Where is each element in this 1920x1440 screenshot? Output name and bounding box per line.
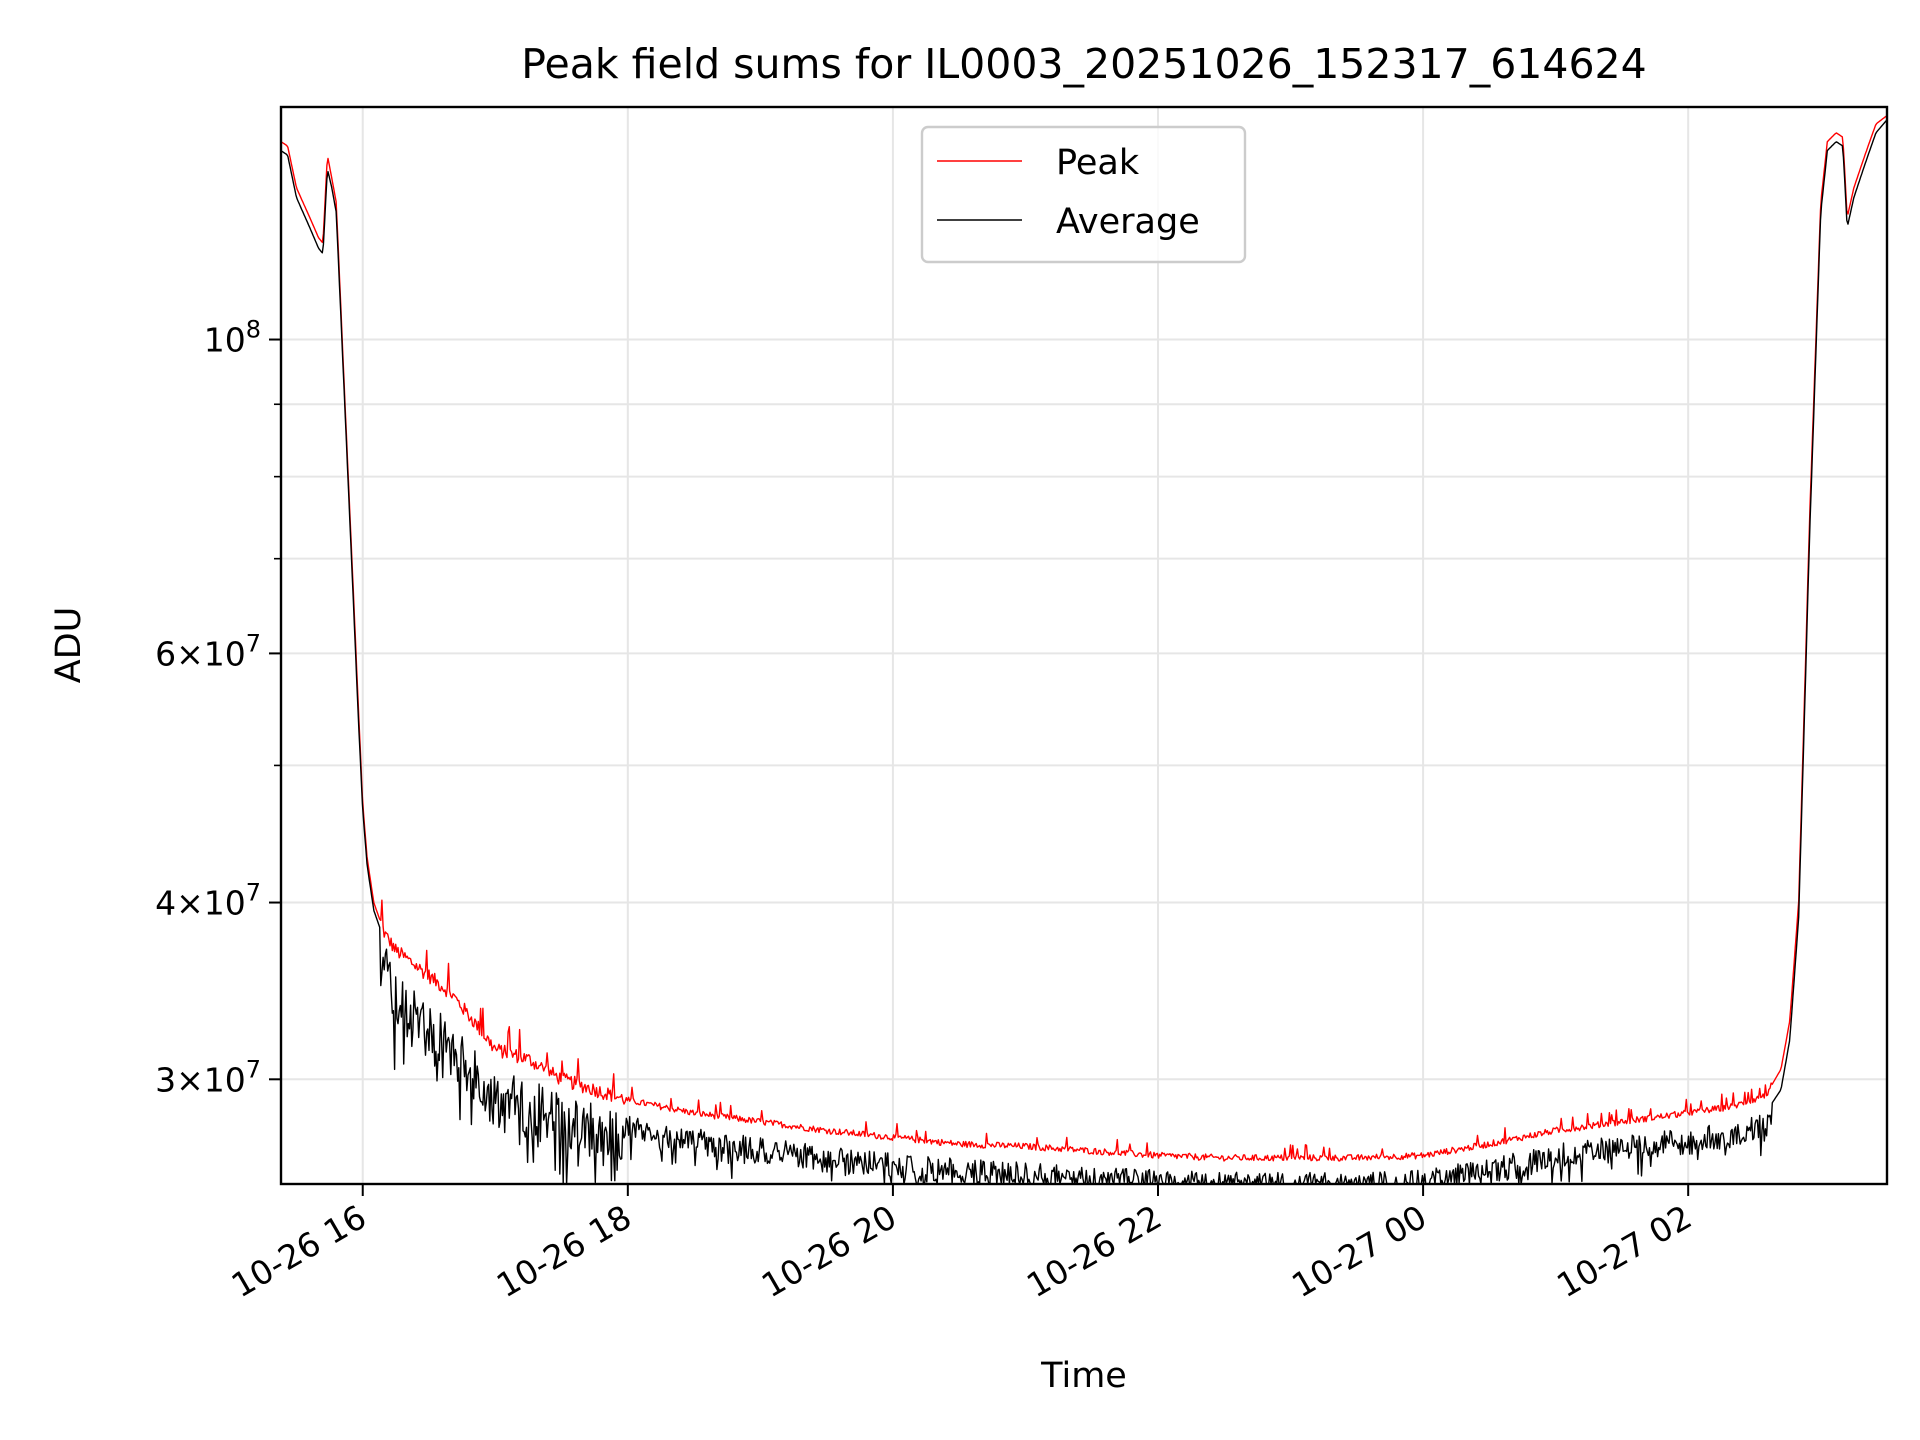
y-axis-label: ADU xyxy=(49,607,89,684)
y-tick-label: 4×107 xyxy=(155,879,261,923)
y-tick-label: 3×107 xyxy=(155,1055,261,1099)
x-axis-label: Time xyxy=(1040,1356,1127,1396)
legend-average-label: Average xyxy=(1056,202,1200,242)
y-tick-label: 6×107 xyxy=(155,629,261,673)
legend-peak-label: Peak xyxy=(1056,143,1140,183)
y-tick-label: 108 xyxy=(204,316,261,360)
chart-title: Peak field sums for IL0003_20251026_1523… xyxy=(521,40,1646,88)
y-axis: 3×107 4×107 6×107 108 xyxy=(155,316,281,1099)
plot-frame xyxy=(279,105,1889,1186)
series-line-peak xyxy=(280,114,1888,1162)
grid xyxy=(281,107,1887,1184)
legend: Peak Average xyxy=(920,125,1247,264)
